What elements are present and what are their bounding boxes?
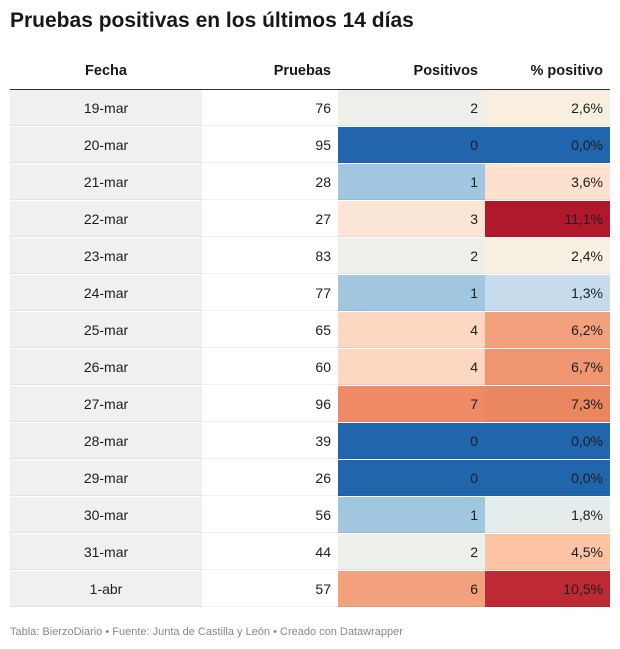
cell-pct: 4,5%	[485, 533, 610, 571]
table-row: 22-mar 27 3 11,1%	[10, 200, 610, 238]
table-row: 23-mar 83 2 2,4%	[10, 237, 610, 275]
cell-pruebas: 76	[202, 89, 338, 127]
cell-pruebas: 95	[202, 126, 338, 164]
cell-pruebas: 56	[202, 496, 338, 534]
column-header-fecha[interactable]: Fecha	[10, 53, 202, 90]
cell-positivos: 2	[338, 237, 485, 275]
cell-fecha: 28-mar	[10, 422, 202, 460]
cell-pruebas: 26	[202, 459, 338, 497]
table-row: 27-mar 96 7 7,3%	[10, 385, 610, 423]
cell-pruebas: 57	[202, 570, 338, 608]
table-row: 20-mar 95 0 0,0%	[10, 126, 610, 164]
chart-title: Pruebas positivas en los últimos 14 días	[10, 9, 414, 32]
cell-fecha: 27-mar	[10, 385, 202, 423]
cell-pct: 11,1%	[485, 200, 610, 238]
column-header-pruebas[interactable]: Pruebas	[202, 53, 338, 90]
cell-pct: 7,3%	[485, 385, 610, 423]
cell-pct: 0,0%	[485, 126, 610, 164]
cell-pruebas: 65	[202, 311, 338, 349]
cell-pruebas: 28	[202, 163, 338, 201]
cell-pruebas: 27	[202, 200, 338, 238]
cell-positivos: 1	[338, 274, 485, 312]
cell-fecha: 26-mar	[10, 348, 202, 386]
cell-pct: 2,6%	[485, 89, 610, 127]
table-row: 19-mar 76 2 2,6%	[10, 89, 610, 127]
cell-pruebas: 96	[202, 385, 338, 423]
cell-pct: 1,8%	[485, 496, 610, 534]
cell-pruebas: 60	[202, 348, 338, 386]
cell-fecha: 22-mar	[10, 200, 202, 238]
cell-positivos: 1	[338, 496, 485, 534]
cell-fecha: 19-mar	[10, 89, 202, 127]
cell-pct: 6,7%	[485, 348, 610, 386]
cell-positivos: 0	[338, 422, 485, 460]
cell-positivos: 0	[338, 126, 485, 164]
cell-positivos: 4	[338, 311, 485, 349]
cell-pct: 2,4%	[485, 237, 610, 275]
cell-pruebas: 44	[202, 533, 338, 571]
cell-pct: 6,2%	[485, 311, 610, 349]
cell-positivos: 3	[338, 200, 485, 238]
cell-pct: 1,3%	[485, 274, 610, 312]
cell-pct: 0,0%	[485, 459, 610, 497]
cell-fecha: 1-abr	[10, 570, 202, 608]
table-row: 29-mar 26 0 0,0%	[10, 459, 610, 497]
table-row: 26-mar 60 4 6,7%	[10, 348, 610, 386]
cell-fecha: 24-mar	[10, 274, 202, 312]
cell-positivos: 1	[338, 163, 485, 201]
cell-fecha: 20-mar	[10, 126, 202, 164]
table-row: 25-mar 65 4 6,2%	[10, 311, 610, 349]
cell-positivos: 4	[338, 348, 485, 386]
table-row: 31-mar 44 2 4,5%	[10, 533, 610, 571]
cell-fecha: 31-mar	[10, 533, 202, 571]
cell-pruebas: 39	[202, 422, 338, 460]
table-row: 30-mar 56 1 1,8%	[10, 496, 610, 534]
cell-positivos: 2	[338, 89, 485, 127]
cell-positivos: 0	[338, 459, 485, 497]
cell-fecha: 21-mar	[10, 163, 202, 201]
table-row: 24-mar 77 1 1,3%	[10, 274, 610, 312]
cell-fecha: 23-mar	[10, 237, 202, 275]
table-row: 28-mar 39 0 0,0%	[10, 422, 610, 460]
source-footer: Tabla: BierzoDiario • Fuente: Junta de C…	[10, 626, 403, 638]
cell-pct: 10,5%	[485, 570, 610, 608]
cell-pct: 0,0%	[485, 422, 610, 460]
cell-pct: 3,6%	[485, 163, 610, 201]
column-header-positivos[interactable]: Positivos	[338, 53, 485, 90]
cell-pruebas: 83	[202, 237, 338, 275]
cell-pruebas: 77	[202, 274, 338, 312]
cell-positivos: 6	[338, 570, 485, 608]
table-row: 21-mar 28 1 3,6%	[10, 163, 610, 201]
column-header-pct[interactable]: % positivo	[485, 53, 610, 90]
cell-fecha: 30-mar	[10, 496, 202, 534]
cell-fecha: 29-mar	[10, 459, 202, 497]
cell-positivos: 2	[338, 533, 485, 571]
table-body: 19-mar 76 2 2,6% 20-mar 95 0 0,0% 21-mar 28 1 3,6% 2…	[10, 89, 610, 608]
table-header-row: Fecha Pruebas Positivos % positivo	[10, 53, 610, 90]
cell-fecha: 25-mar	[10, 311, 202, 349]
table-row: 1-abr 57 6 10,5%	[10, 570, 610, 608]
data-table: Fecha Pruebas Positivos % positivo 19-ma…	[10, 53, 610, 608]
cell-positivos: 7	[338, 385, 485, 423]
